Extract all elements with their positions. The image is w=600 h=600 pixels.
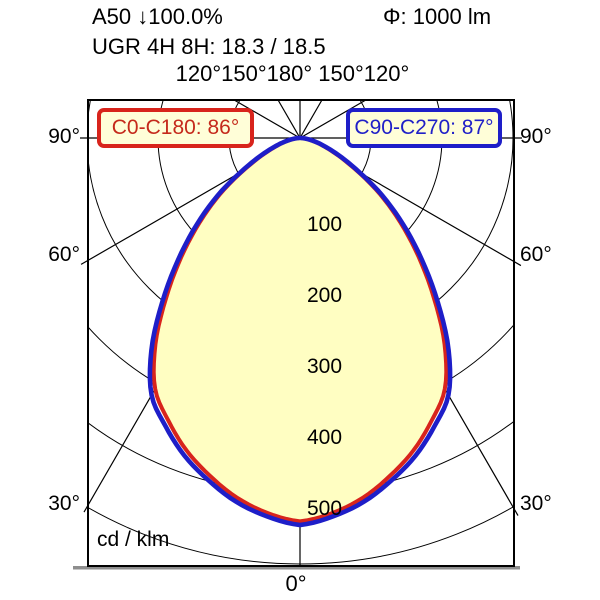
grid-angle-line-150-right [299, 99, 323, 139]
radial-tick-400: 400 [307, 426, 342, 449]
axis-label-right-30: 30° [520, 492, 552, 515]
axis-label-right-60: 60° [520, 243, 552, 266]
product-label: A50 ↓100.0% [92, 4, 223, 29]
ugr-label: UGR 4H 8H: 18.3 / 18.5 [92, 34, 326, 59]
intensity-lobe-fill [153, 138, 447, 522]
grid-angle-line-120-left [233, 99, 301, 139]
axis-label-left-60: 60° [48, 243, 80, 266]
legend-c0-c180: C0-C180: 86° [97, 108, 254, 148]
luminous-flux-label: Φ: 1000 lm [383, 4, 492, 29]
axis-label-right-90: 90° [520, 125, 552, 148]
frame-bottom-shadow [73, 566, 520, 570]
radial-tick-500: 500 [307, 497, 342, 520]
radial-tick-200: 200 [307, 284, 342, 307]
axis-label-bottom-0: 0° [285, 571, 307, 596]
grid-angle-line-120-right [299, 99, 367, 139]
curve-c90-c270 [147, 135, 453, 528]
axis-label-left-30: 30° [48, 492, 80, 515]
axis-label-left-90: 90° [48, 125, 80, 148]
grid-angle-line-150-left [277, 99, 301, 139]
radial-tick-300: 300 [307, 355, 342, 378]
plot-frame [87, 99, 515, 567]
radial-tick-100: 100 [307, 213, 342, 236]
top-angle-labels: 120°150°180° 150°120° [175, 61, 410, 86]
unit-label: cd / klm [97, 528, 170, 551]
legend-c90-c270: C90-C270: 87° [346, 108, 502, 148]
